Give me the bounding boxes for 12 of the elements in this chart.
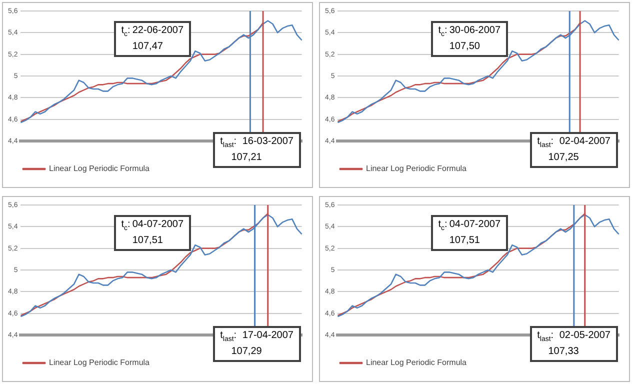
annotation: t$_{last}$: 02-04-2007 107,25: [530, 132, 618, 168]
annotation: t$_{c}$: 30-06-2007 107,50: [431, 21, 508, 58]
legend-label: Linear Log Periodic Formula: [366, 358, 468, 368]
annotation: t$_{c}$: 04-07-2007 107,51: [431, 215, 508, 252]
annotation: t$_{last}$: 17-04-2007 107,29: [213, 326, 300, 362]
annotation: t$_{c}$: 04-07-2007 107,51: [114, 215, 191, 252]
legend-label: Linear Log Periodic Formula: [49, 164, 150, 174]
annotation: t$_{c}$: 22-06-2007 107,47: [114, 21, 191, 58]
legend-label: Linear Log Periodic Formula: [366, 164, 468, 174]
legend-label: Linear Log Periodic Formula: [49, 358, 150, 368]
annotation: t$_{last}$: 16-03-2007 107,21: [213, 132, 300, 168]
annotation: t$_{last}$: 02-05-2007 107,33: [530, 326, 618, 362]
